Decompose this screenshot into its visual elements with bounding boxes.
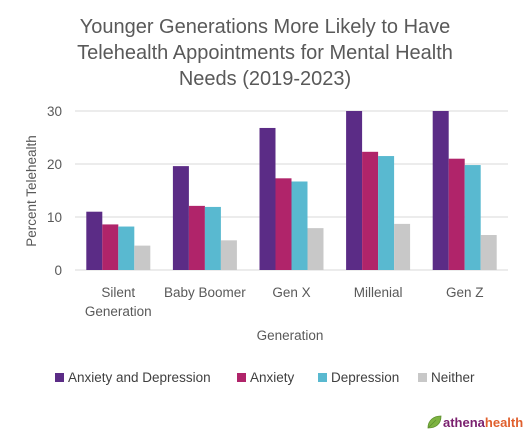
- legend-swatch: [418, 373, 427, 382]
- leaf-icon: [427, 415, 442, 429]
- x-tick-labels: Silent Generation Baby Boomer Gen X Millenia…: [85, 285, 484, 319]
- x-tick-label: Gen X: [272, 285, 310, 300]
- legend-swatch: [237, 373, 246, 382]
- brand-name-prefix: athena: [443, 415, 486, 430]
- brand-logo: athenahealth: [427, 415, 523, 430]
- bar: [362, 151, 379, 270]
- chart-title: Younger Generations More Likely to Have T…: [77, 16, 453, 90]
- bar: [275, 178, 292, 270]
- bar: [118, 226, 135, 270]
- legend-label: Anxiety: [250, 370, 295, 385]
- legend-label: Anxiety and Depression: [68, 370, 211, 385]
- bar: [378, 156, 395, 270]
- bar: [188, 205, 205, 270]
- svg-text:athenahealth: athenahealth: [443, 415, 523, 430]
- x-tick-label: Silent: [101, 285, 135, 300]
- bar: [291, 181, 308, 270]
- bar: [480, 235, 497, 270]
- legend-label: Depression: [331, 370, 399, 385]
- bar: [204, 206, 221, 270]
- legend: Anxiety and Depression Anxiety Depression N…: [55, 370, 475, 385]
- bar: [102, 224, 119, 270]
- brand-name-suffix: health: [485, 415, 523, 430]
- y-tick-label: 0: [54, 263, 62, 278]
- y-tick-labels: 0 10 20 30: [47, 104, 62, 278]
- chart-title-line: Telehealth Appointments for Mental Healt…: [77, 42, 453, 64]
- bar: [346, 111, 363, 270]
- bar: [134, 245, 151, 270]
- chart-title-line: Needs (2019-2023): [179, 68, 351, 90]
- bar: [432, 111, 449, 270]
- bar: [307, 228, 324, 270]
- x-tick-label: Baby Boomer: [164, 285, 246, 300]
- bar: [394, 223, 411, 270]
- x-tick-label: Generation: [85, 304, 152, 319]
- x-tick-label: Gen Z: [446, 285, 484, 300]
- y-axis-title: Percent Telehealth: [24, 135, 39, 247]
- chart-title-line: Younger Generations More Likely to Have: [80, 16, 451, 38]
- bar: [172, 166, 189, 270]
- y-tick-label: 30: [47, 104, 62, 119]
- legend-swatch: [318, 373, 327, 382]
- legend-swatch: [55, 373, 64, 382]
- y-tick-label: 10: [47, 210, 62, 225]
- legend-label: Neither: [431, 370, 475, 385]
- bar: [220, 240, 237, 270]
- bar: [464, 165, 481, 270]
- x-axis-title: Generation: [257, 328, 324, 343]
- bars: [86, 111, 497, 271]
- y-tick-label: 20: [47, 157, 62, 172]
- x-tick-label: Millenial: [354, 285, 403, 300]
- bar: [86, 211, 103, 270]
- bar: [259, 127, 276, 271]
- bar: [448, 158, 465, 270]
